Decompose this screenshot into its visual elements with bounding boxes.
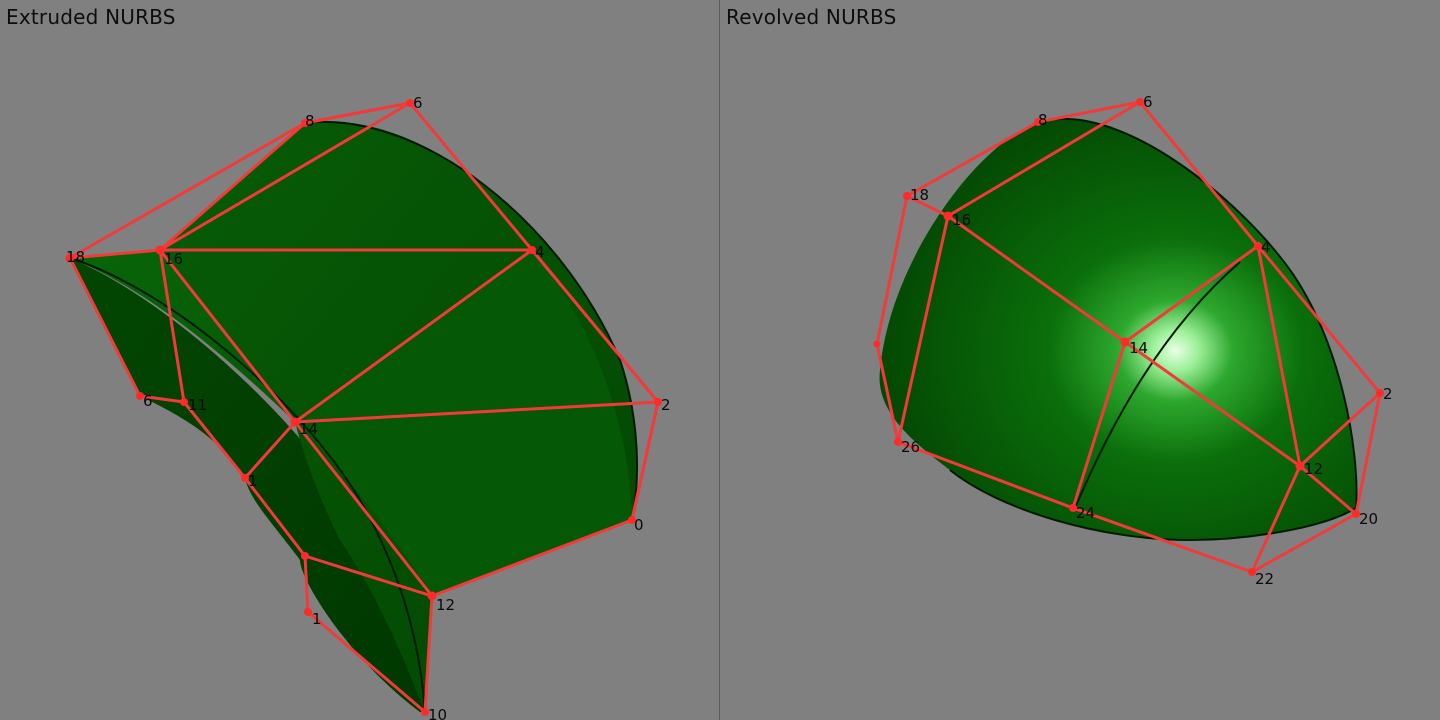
control-point[interactable] (136, 392, 144, 400)
control-point-label: 6 (413, 94, 423, 112)
extruded-nurbs-scene[interactable]: 6 8 16 4 2 0 14 12 10 18 11 6 1 1 (0, 0, 719, 720)
control-point-label: 12 (1304, 460, 1323, 478)
control-point[interactable] (180, 398, 188, 406)
control-point[interactable] (155, 245, 165, 255)
control-point-label: 1 (312, 610, 322, 628)
control-point[interactable] (1352, 510, 1360, 518)
control-point[interactable] (1295, 461, 1305, 471)
revolved-surface (879, 118, 1357, 540)
control-point[interactable] (427, 591, 437, 601)
control-point[interactable] (1254, 242, 1262, 250)
control-point-label: 6 (1143, 93, 1153, 111)
control-point[interactable] (628, 516, 636, 524)
control-point[interactable] (654, 398, 662, 406)
control-point-label: 10 (428, 706, 447, 720)
front-surface-face (295, 250, 632, 596)
revolved-nurbs-scene[interactable]: 6 8 18 16 4 14 2 12 20 22 24 26 (720, 0, 1440, 720)
control-point-label: 16 (952, 211, 971, 229)
control-point[interactable] (894, 438, 902, 446)
control-point-label: 14 (1129, 339, 1148, 357)
control-point-label: 22 (1255, 570, 1274, 588)
control-point-label: 6 (143, 392, 153, 410)
revolved-nurbs-viewport[interactable]: Revolved NURBS (720, 0, 1440, 720)
control-point-label: 2 (661, 396, 671, 414)
control-point[interactable] (241, 474, 249, 482)
control-point-label: 16 (164, 250, 183, 268)
control-points[interactable] (873, 98, 1385, 576)
control-point-labels: 6 8 18 16 4 14 2 12 20 22 24 26 (901, 93, 1393, 588)
control-point[interactable] (65, 253, 75, 263)
control-point[interactable] (873, 340, 881, 348)
control-point[interactable] (943, 211, 953, 221)
control-point-label: 11 (188, 396, 207, 414)
control-point-label: 0 (634, 516, 644, 534)
control-point[interactable] (304, 608, 312, 616)
control-point[interactable] (1376, 389, 1384, 397)
control-point[interactable] (1120, 337, 1130, 347)
control-point-label: 2 (1383, 385, 1393, 403)
control-point-label: 4 (535, 243, 545, 261)
control-point-label: 20 (1359, 510, 1378, 528)
control-point[interactable] (1136, 98, 1144, 106)
control-point-label: 12 (436, 596, 455, 614)
surface-outline-outer (304, 120, 638, 521)
control-point-labels: 6 8 16 4 2 0 14 12 10 18 11 6 1 1 (66, 94, 671, 720)
control-point-label: 24 (1076, 504, 1095, 522)
control-points[interactable] (65, 99, 663, 716)
control-point-label: 18 (910, 186, 929, 204)
control-point-label: 8 (1038, 111, 1048, 129)
extruded-nurbs-viewport[interactable]: Extruded NURBS (0, 0, 719, 720)
control-point[interactable] (528, 246, 536, 254)
viewport-title: Revolved NURBS (726, 5, 897, 29)
control-point[interactable] (1248, 568, 1256, 576)
inner-surface-face (70, 258, 425, 712)
control-point[interactable] (406, 99, 414, 107)
surface-outline (949, 117, 1358, 542)
control-point[interactable] (301, 119, 309, 127)
control-point[interactable] (301, 552, 309, 560)
control-point-label: 8 (305, 112, 315, 130)
surface-seam (1074, 261, 1241, 509)
control-point[interactable] (1069, 504, 1077, 512)
viewport-divider (719, 0, 720, 720)
control-point-label: 4 (1261, 238, 1271, 256)
control-point-label: 14 (299, 420, 318, 438)
control-point[interactable] (1034, 118, 1042, 126)
control-point-label: 1 (248, 472, 258, 490)
control-point[interactable] (421, 708, 429, 716)
control-point-label: 18 (66, 248, 85, 266)
viewport-title: Extruded NURBS (6, 5, 176, 29)
control-point[interactable] (903, 192, 911, 200)
surface-outline-inner (69, 257, 426, 713)
control-point[interactable] (290, 417, 300, 427)
control-point-label: 26 (901, 438, 920, 456)
